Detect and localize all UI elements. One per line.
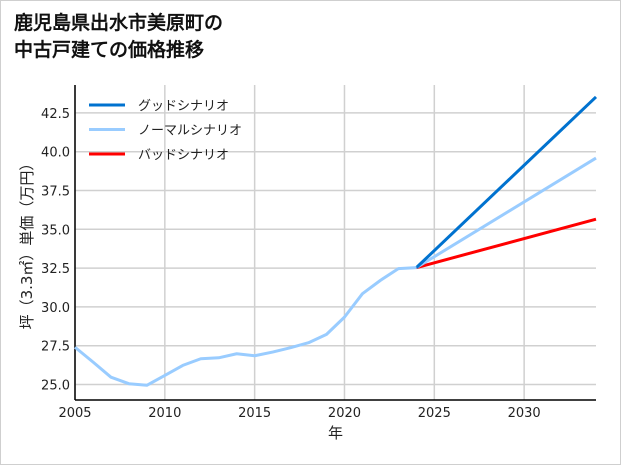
y-tick-label: 42.5	[41, 107, 70, 122]
x-tick-label: 2015	[238, 406, 271, 421]
history-line	[74, 266, 417, 387]
series-line-ノーマルシナリオ	[415, 156, 597, 269]
y-tick-label: 27.5	[41, 340, 70, 355]
x-tick-label: 2030	[508, 406, 541, 421]
x-tick-label: 2025	[418, 406, 451, 421]
x-tick-label: 2010	[148, 406, 181, 421]
x-axis-label: 年	[328, 424, 343, 442]
series-line-バッドシナリオ	[415, 217, 597, 270]
y-tick-label: 32.5	[41, 262, 70, 277]
chart-title: 鹿児島県出水市美原町の 中古戸建ての価格推移	[14, 12, 224, 61]
x-tick-label: 2005	[58, 406, 91, 421]
y-tick-label: 35.0	[41, 223, 70, 238]
legend-label: グッドシナリオ	[138, 99, 229, 114]
series-line-グッドシナリオ	[415, 95, 598, 269]
legend-label: バッドシナリオ	[138, 148, 229, 163]
y-axis-label: 坪（3.3㎡）単価（万円）	[18, 156, 36, 330]
x-tick-label: 2020	[328, 406, 361, 421]
y-tick-label: 37.5	[41, 185, 70, 200]
legend-label: ノーマルシナリオ	[138, 124, 242, 139]
y-tick-label: 30.0	[41, 301, 70, 316]
y-tick-label: 40.0	[41, 146, 70, 161]
y-tick-label: 25.0	[41, 378, 70, 393]
